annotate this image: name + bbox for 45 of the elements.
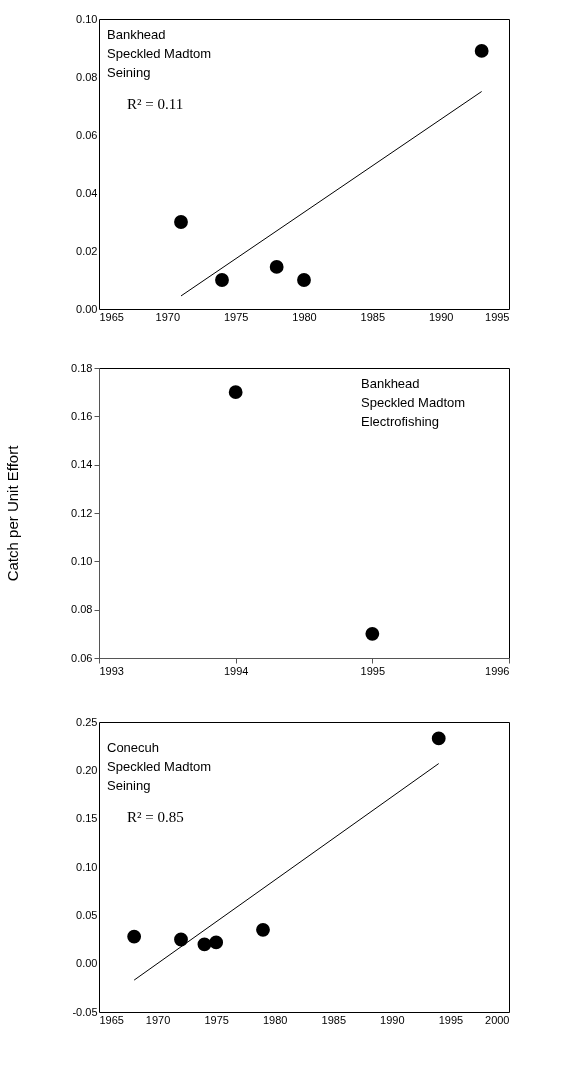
x-tick-label: 1993 — [99, 664, 124, 677]
x-tick-label: 1980 — [292, 310, 317, 323]
y-tick-label: 0.15 — [76, 812, 98, 825]
y-tick-label: -0.05 — [72, 1005, 98, 1018]
y-tick-label: 0.05 — [76, 908, 98, 921]
x-tick-label: 1990 — [428, 310, 454, 323]
y-tick-label: 0.08 — [71, 603, 93, 616]
y-tick-label: 0.10 — [76, 860, 98, 873]
x-tick-label: 1975 — [223, 310, 249, 323]
x-tick-label: 1995 — [438, 1013, 464, 1026]
y-tick-label: 0.08 — [76, 70, 98, 83]
x-tick-label: 1990 — [380, 1013, 405, 1026]
annotation: Bankhead Speckled Madtom Electrofishing — [361, 376, 466, 429]
x-tick-label: 1975 — [204, 1013, 229, 1026]
y-axis-title: Catch per Unit Effort — [4, 444, 22, 582]
x-tick-label: 1994 — [223, 664, 249, 677]
y-tick-label: 0.14 — [71, 458, 93, 471]
annotation: Bankhead Speckled Madtom Seining — [107, 27, 212, 80]
x-tick-label: 1995 — [485, 310, 510, 323]
y-tick-label: 0.00 — [76, 302, 98, 315]
annotation: R² = 0.11 — [127, 96, 184, 112]
x-tick-label: 1970 — [145, 1013, 171, 1026]
y-tick-label: 0.10 — [71, 554, 93, 567]
y-tick-label: 0.10 — [76, 12, 98, 25]
y-tick-label: 0.16 — [71, 409, 93, 422]
annotation: Conecuh Speckled Madtom Seining — [107, 740, 212, 793]
x-tick-label: 1965 — [99, 310, 124, 323]
y-tick-label: 0.25 — [76, 715, 98, 728]
x-tick-label: 1985 — [360, 310, 386, 323]
y-tick-label: 0.06 — [71, 651, 93, 664]
y-tick-label: 0.20 — [76, 763, 98, 776]
annotation: R² = 0.85 — [127, 809, 184, 825]
x-tick-label: 1970 — [155, 310, 181, 323]
x-tick-label: 1996 — [485, 664, 510, 677]
y-tick-label: 0.04 — [76, 186, 98, 199]
y-tick-label: 0.02 — [76, 244, 98, 257]
y-tick-label: 0.06 — [76, 128, 98, 141]
x-tick-label: 2000 — [485, 1013, 510, 1026]
x-tick-label: 1965 — [99, 1013, 124, 1026]
x-tick-label: 1995 — [360, 664, 386, 677]
y-tick-label: 0.12 — [71, 506, 93, 519]
y-tick-label: 0.18 — [71, 361, 93, 374]
x-tick-label: 1980 — [262, 1013, 288, 1026]
x-tick-label: 1985 — [321, 1013, 347, 1026]
y-tick-label: 0.00 — [76, 957, 98, 970]
